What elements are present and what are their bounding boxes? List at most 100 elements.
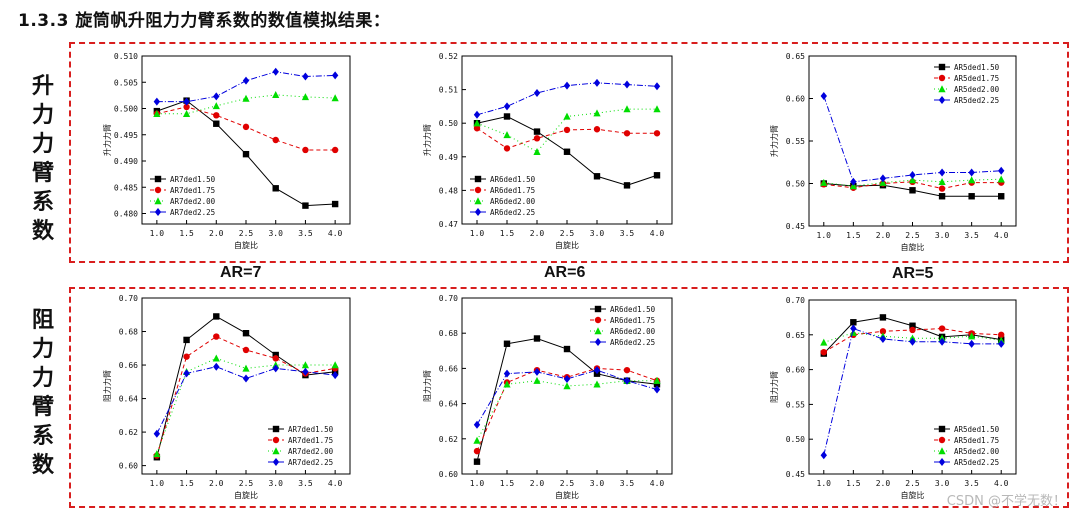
data-point xyxy=(653,381,661,388)
series-line xyxy=(476,380,657,441)
y-tick-label: 0.65 xyxy=(786,331,805,340)
data-point xyxy=(533,376,541,384)
data-point xyxy=(623,366,631,374)
data-point xyxy=(820,451,827,460)
data-point xyxy=(593,78,601,87)
legend-marker xyxy=(594,316,602,324)
y-tick-label: 0.55 xyxy=(786,137,805,146)
x-tick-label: 3.0 xyxy=(268,229,283,238)
data-point xyxy=(473,420,481,429)
x-tick-label: 4.0 xyxy=(650,479,665,488)
legend: AR7ded1.50 AR7ded1.75 AR7ded2.00 AR7ded2.25 xyxy=(268,425,334,467)
data-point xyxy=(153,429,161,438)
y-tick-label: 0.45 xyxy=(786,222,805,231)
chart-lift-ar5: 0.45 0.50 0.55 0.60 0.65 1.0 1.5 2.0 2.5 3.0 3.5 4.… xyxy=(769,52,1017,252)
data-point xyxy=(623,182,631,189)
data-point xyxy=(968,176,976,184)
data-point xyxy=(938,178,946,185)
legend-label: AR7ded2.25 xyxy=(288,458,333,467)
y-tick-label: 0.62 xyxy=(119,428,138,437)
data-point xyxy=(331,94,339,102)
page-title: 1.3.3 旋筒帆升阻力力臂系数的数值模拟结果： xyxy=(18,11,391,31)
x-tick-label: 1.0 xyxy=(470,479,485,488)
legend-label: AR6ded1.50 xyxy=(490,175,536,184)
x-tick-label: 2.0 xyxy=(209,479,224,488)
y-tick-label: 0.52 xyxy=(439,52,458,61)
data-point xyxy=(473,447,481,455)
data-point xyxy=(623,130,631,137)
y-tick-label: 0.49 xyxy=(439,153,458,162)
series-0 xyxy=(473,335,661,465)
legend-label: AR6ded1.50 xyxy=(610,305,656,314)
legend-label: AR6ded2.25 xyxy=(490,208,535,217)
data-point xyxy=(998,331,1005,338)
data-point xyxy=(533,135,541,142)
data-point xyxy=(272,351,279,359)
legend-marker xyxy=(272,425,280,433)
x-tick-label: 4.0 xyxy=(328,479,343,488)
y-tick-label: 0.65 xyxy=(786,52,805,61)
chart-lift-ar7: 0.480 0.485 0.490 0.495 0.500 0.505 0.510 1.0 1.… xyxy=(102,52,351,250)
x-tick-label: 4.0 xyxy=(650,229,665,238)
x-tick-label: 2.5 xyxy=(905,231,920,240)
x-tick-label: 1.5 xyxy=(500,479,515,488)
legend-marker xyxy=(474,175,482,183)
x-tick-label: 4.0 xyxy=(994,231,1009,240)
x-axis-label: 自旋比 xyxy=(555,240,579,250)
x-tick-label: 3.5 xyxy=(298,229,313,238)
legend-label: AR7ded1.50 xyxy=(170,175,216,184)
data-point xyxy=(820,178,828,186)
data-point xyxy=(593,380,601,388)
legend: AR5ded1.50 AR5ded1.75 AR5ded2.00 AR5ded2.25 xyxy=(934,63,1000,105)
y-tick-label: 0.500 xyxy=(114,105,138,114)
legend-label: AR5ded1.50 xyxy=(954,63,1000,72)
data-point xyxy=(938,325,946,332)
x-tick-label: 1.0 xyxy=(817,231,832,240)
legend-marker xyxy=(474,186,482,194)
data-point xyxy=(473,110,481,119)
data-point xyxy=(302,202,309,209)
y-tick-label: 0.70 xyxy=(439,294,458,303)
legend-label: AR5ded1.75 xyxy=(954,74,999,83)
x-tick-label: 3.5 xyxy=(964,479,979,488)
data-point xyxy=(331,71,339,80)
data-point xyxy=(997,175,1005,183)
data-point xyxy=(302,367,309,376)
legend-marker xyxy=(154,197,162,205)
x-tick-label: 1.0 xyxy=(470,229,485,238)
y-tick-label: 0.485 xyxy=(114,183,138,192)
x-tick-label: 2.5 xyxy=(560,479,575,488)
data-point xyxy=(653,82,661,91)
x-tick-label: 3.0 xyxy=(590,229,605,238)
x-tick-label: 2.0 xyxy=(209,229,224,238)
data-point xyxy=(272,185,279,192)
y-tick-label: 0.60 xyxy=(786,366,805,375)
legend: AR6ded1.50 AR6ded1.75 AR6ded2.00 AR6ded2.25 xyxy=(470,175,536,217)
legend-marker xyxy=(154,208,162,216)
legend-label: AR6ded1.75 xyxy=(610,316,655,325)
legend-marker xyxy=(154,175,162,183)
data-point xyxy=(653,105,661,113)
data-point xyxy=(331,200,339,208)
legend-marker xyxy=(272,447,280,455)
data-point xyxy=(473,119,481,127)
data-point xyxy=(938,193,946,200)
x-tick-label: 2.0 xyxy=(876,479,891,488)
y-tick-label: 0.51 xyxy=(439,86,458,95)
legend-label: AR6ded2.25 xyxy=(610,338,655,347)
data-point xyxy=(563,112,571,120)
legend-label: AR7ded2.00 xyxy=(288,447,334,456)
data-point xyxy=(331,361,339,369)
y-tick-label: 0.50 xyxy=(786,435,805,444)
data-point xyxy=(272,91,280,99)
data-point xyxy=(533,335,541,342)
x-tick-label: 4.0 xyxy=(328,229,343,238)
data-point xyxy=(593,173,601,180)
y-tick-label: 0.64 xyxy=(439,400,458,409)
series-1 xyxy=(153,103,339,154)
data-point xyxy=(301,361,310,369)
data-point xyxy=(820,91,827,100)
data-point xyxy=(242,330,250,337)
legend-label: AR7ded1.75 xyxy=(170,186,215,195)
y-tick-label: 0.64 xyxy=(119,395,138,404)
